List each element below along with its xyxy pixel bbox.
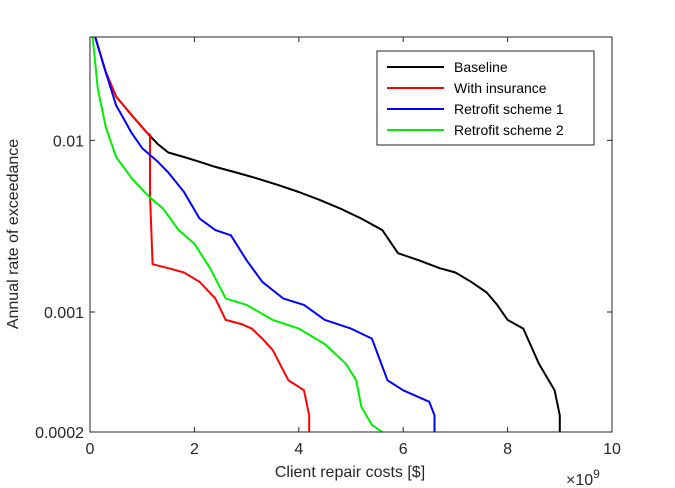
legend-entry-label: With insurance xyxy=(454,80,547,96)
series-line-with-insurance xyxy=(94,36,311,432)
y-tick-label: 0.001 xyxy=(44,305,84,322)
x-tick-label: 10 xyxy=(603,441,621,458)
x-tick-label: 8 xyxy=(503,441,512,458)
x-tick-label: 4 xyxy=(294,441,303,458)
x-tick-label: 0 xyxy=(86,441,95,458)
x-tick-label: 6 xyxy=(399,441,408,458)
series-line-baseline xyxy=(94,36,561,432)
legend-entry-label: Retrofit scheme 1 xyxy=(454,101,564,117)
axes-frame xyxy=(89,36,613,433)
series-line-retrofit-scheme-1 xyxy=(94,36,436,432)
y-axis-label: Annual rate of exceedance xyxy=(5,139,22,329)
y-tick-label: 0.0002 xyxy=(35,425,84,442)
y-tick-label: 0.01 xyxy=(53,133,84,150)
x-axis-label: Client repair costs [$] xyxy=(275,464,425,481)
x-axis-exponent-power: 9 xyxy=(593,467,600,481)
x-axis-exponent-base: ×10 xyxy=(566,472,593,488)
series-layer xyxy=(91,36,561,433)
x-tick-label: 2 xyxy=(190,441,199,458)
legend: Baseline With insurance Retrofit scheme 1 R… xyxy=(376,50,595,146)
series-line-retrofit-scheme-2 xyxy=(91,36,383,433)
axes-layer: 0 2 4 6 8 10 0.0002 0.001 0.01 xyxy=(35,36,621,458)
legend-entry-label: Retrofit scheme 2 xyxy=(454,122,564,138)
legend-entry-label: Baseline xyxy=(454,59,508,75)
x-axis-exponent: ×109 xyxy=(566,467,600,488)
